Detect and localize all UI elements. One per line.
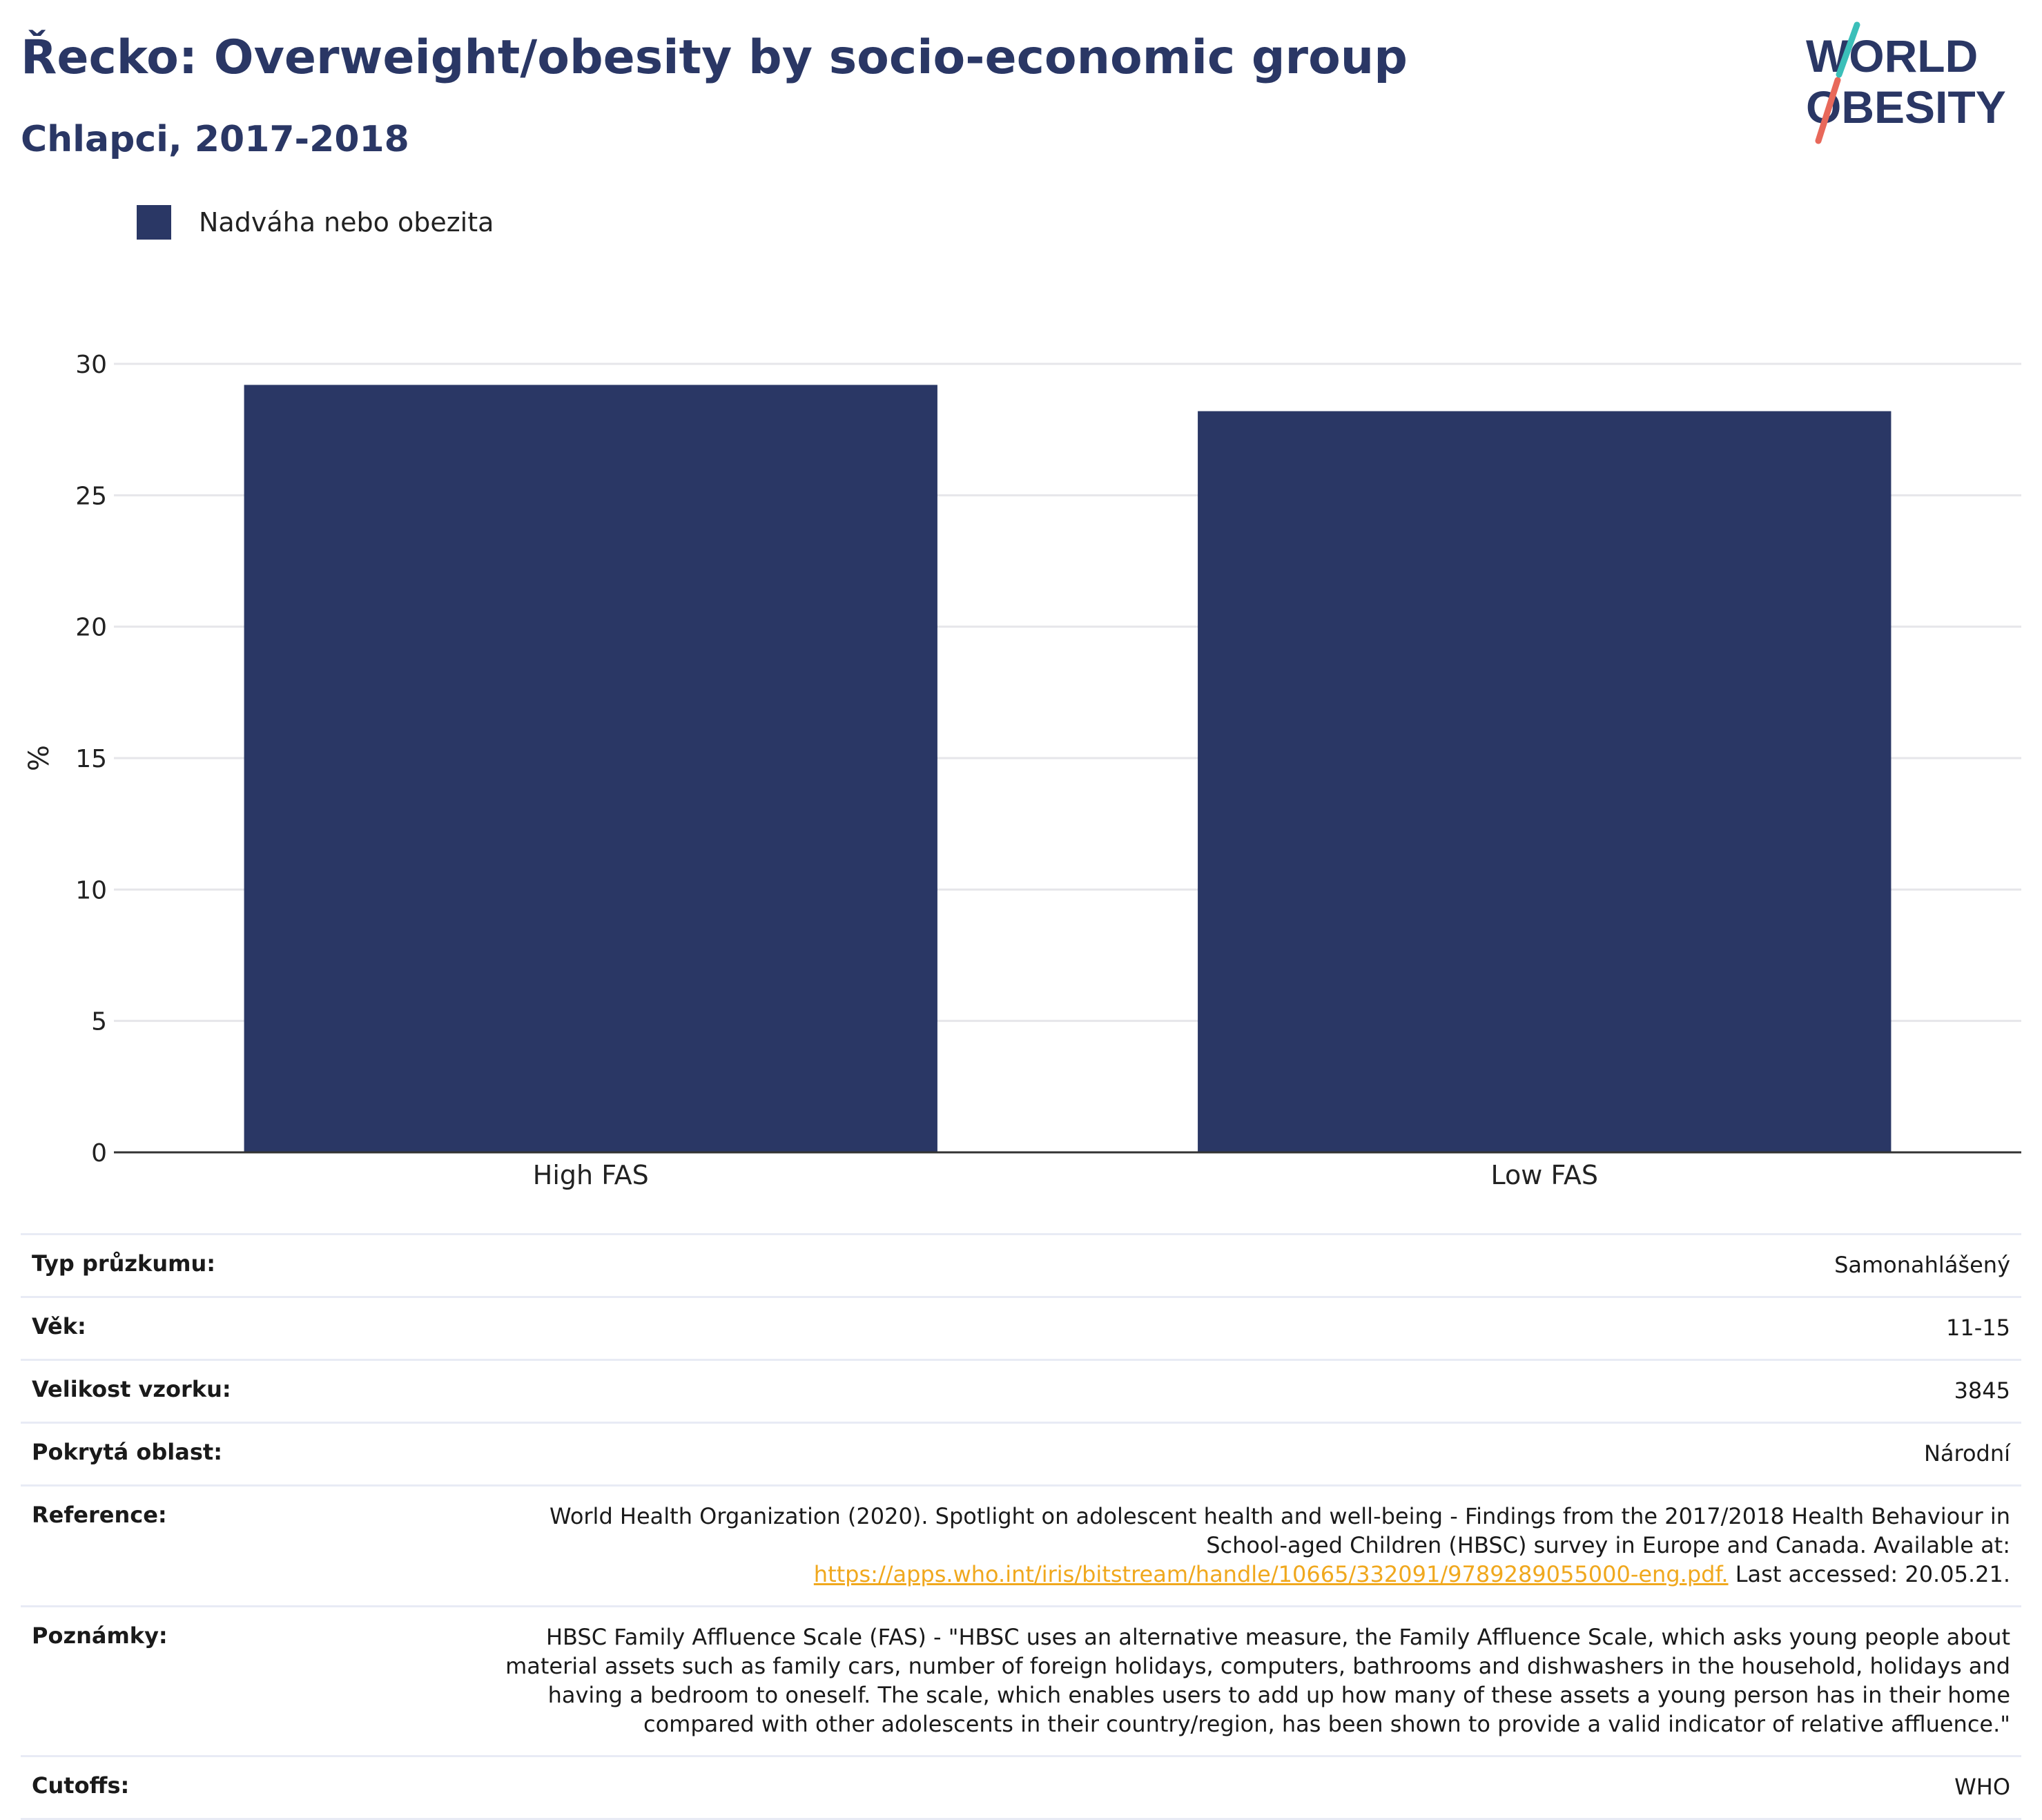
logo-coral-stroke: [1815, 77, 1841, 144]
notes-line: HBSC Family Affluence Scale (FAS) - "HBS…: [545, 1624, 2010, 1650]
meta-row-survey-type: Typ průzkumu: Samonahlášený: [21, 1233, 2021, 1296]
notes-line: compared with other adolescents in their…: [643, 1711, 2010, 1737]
meta-value: 3845: [1954, 1377, 2010, 1404]
meta-row-sample-size: Velikost vzorku: 3845: [21, 1359, 2021, 1422]
y-tick-label: 15: [75, 745, 107, 773]
reference-line: World Health Organization (2020). Spotli…: [550, 1503, 2010, 1529]
meta-key: Věk:: [32, 1313, 86, 1339]
meta-row-age: Věk: 11-15: [21, 1296, 2021, 1359]
y-tick-label: 5: [91, 1008, 107, 1036]
y-tick-label: 25: [75, 482, 107, 510]
meta-value: Národní: [1923, 1440, 2010, 1466]
meta-row-reference: Reference: World Health Organization (20…: [21, 1484, 2021, 1605]
logo-teal-stroke: [1836, 21, 1860, 78]
y-tick-label: 20: [75, 614, 107, 642]
x-tick-label: High FAS: [533, 1160, 649, 1190]
meta-value: 11-15: [1946, 1315, 2010, 1341]
legend-swatch: [137, 205, 171, 240]
y-tick-label: 30: [75, 351, 107, 379]
meta-key: Pokrytá oblast:: [32, 1439, 222, 1465]
metadata-table: Typ průzkumu: Samonahlášený Věk: 11-15 V…: [21, 1233, 2021, 1820]
reference-line: https://apps.who.int/iris/bitstream/hand…: [418, 1560, 2010, 1589]
world-obesity-logo: WORLD OBESITY: [1806, 21, 2006, 144]
y-axis-title: %: [23, 745, 55, 771]
chart-title: Řecko: Overweight/obesity by socio-econo…: [21, 30, 1408, 85]
meta-key: Velikost vzorku:: [32, 1376, 231, 1402]
meta-row-cutoffs: Cutoffs: WHO: [21, 1755, 2021, 1820]
y-tick-label: 0: [91, 1139, 107, 1168]
legend-label: Nadváha nebo obezita: [199, 207, 494, 238]
reference-accessed: Last accessed: 20.05.21.: [1728, 1561, 2010, 1587]
meta-key: Typ průzkumu:: [32, 1250, 216, 1277]
meta-row-area: Pokrytá oblast: Národní: [21, 1422, 2021, 1484]
bar-chart: 0 5 10 15 20 25 30 High FAS Low FAS%: [23, 351, 2021, 1190]
logo-line1: WORLD: [1806, 30, 1978, 81]
bar-low-fas: [1198, 411, 1892, 1152]
y-tick-label: 10: [75, 876, 107, 904]
meta-value: HBSC Family Affluence Scale (FAS) - "HBS…: [418, 1623, 2010, 1739]
reference-link[interactable]: https://apps.who.int/iris/bitstream/hand…: [813, 1561, 1729, 1587]
meta-value: Samonahlášený: [1834, 1252, 2010, 1278]
meta-key: Poznámky:: [32, 1623, 168, 1649]
meta-key: Reference:: [32, 1502, 167, 1528]
chart-subtitle: Chlapci, 2017-2018: [21, 119, 409, 160]
x-tick-label: Low FAS: [1491, 1160, 1598, 1190]
legend: Nadváha nebo obezita: [137, 204, 494, 240]
logo-line2: OBESITY: [1806, 81, 2006, 133]
meta-key: Cutoffs:: [32, 1772, 130, 1799]
notes-line: material assets such as family cars, num…: [505, 1653, 2010, 1679]
notes-line: having a bedroom to oneself. The scale, …: [547, 1682, 2010, 1708]
meta-value: WHO: [1954, 1774, 2010, 1800]
meta-value: World Health Organization (2020). Spotli…: [418, 1502, 2010, 1589]
bar-high-fas: [244, 385, 937, 1152]
meta-row-notes: Poznámky: HBSC Family Affluence Scale (F…: [21, 1605, 2021, 1755]
reference-line: School-aged Children (HBSC) survey in Eu…: [1206, 1532, 2010, 1558]
